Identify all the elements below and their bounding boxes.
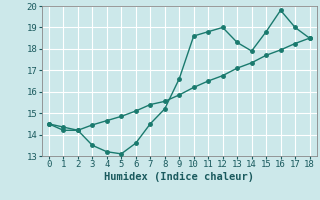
- X-axis label: Humidex (Indice chaleur): Humidex (Indice chaleur): [104, 172, 254, 182]
